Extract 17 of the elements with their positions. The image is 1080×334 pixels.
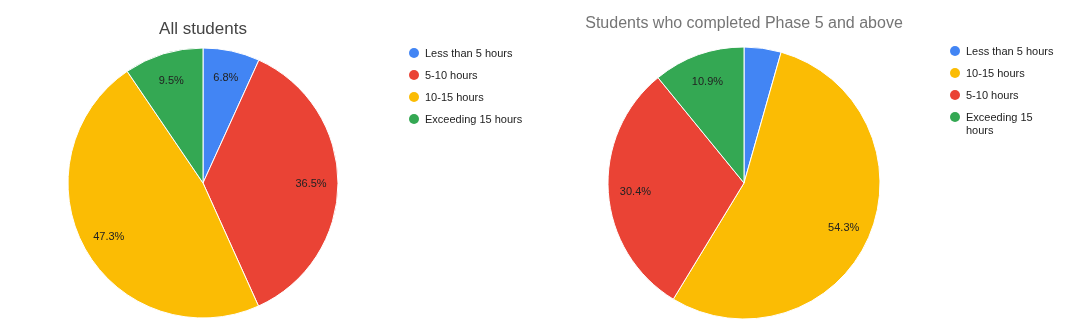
legend-label: 5-10 hours bbox=[425, 69, 479, 81]
legend-label: 10-15 hours bbox=[966, 67, 1026, 79]
data-label: 10.9% bbox=[691, 74, 724, 87]
data-label: 54.3% bbox=[828, 220, 860, 233]
legend-label: 5-10 hours bbox=[966, 89, 1020, 101]
data-label: 47.3% bbox=[93, 229, 125, 242]
chart-title: All students bbox=[159, 19, 247, 38]
data-label: 9.5% bbox=[158, 73, 185, 86]
legend-label: Less than 5 hours bbox=[425, 47, 513, 59]
legend-label: Exceeding 15 hours bbox=[425, 113, 523, 125]
legend-label: Less than 5 hours bbox=[966, 45, 1054, 57]
data-label: 36.5% bbox=[295, 177, 327, 190]
legend-label: Exceeding 15 hours bbox=[966, 111, 1033, 136]
legend-label: 10-15 hours bbox=[425, 91, 485, 103]
chart-title: Students who completed Phase 5 and above bbox=[585, 14, 903, 31]
data-label: 6.8% bbox=[213, 71, 239, 84]
data-label: 30.4% bbox=[619, 184, 652, 197]
